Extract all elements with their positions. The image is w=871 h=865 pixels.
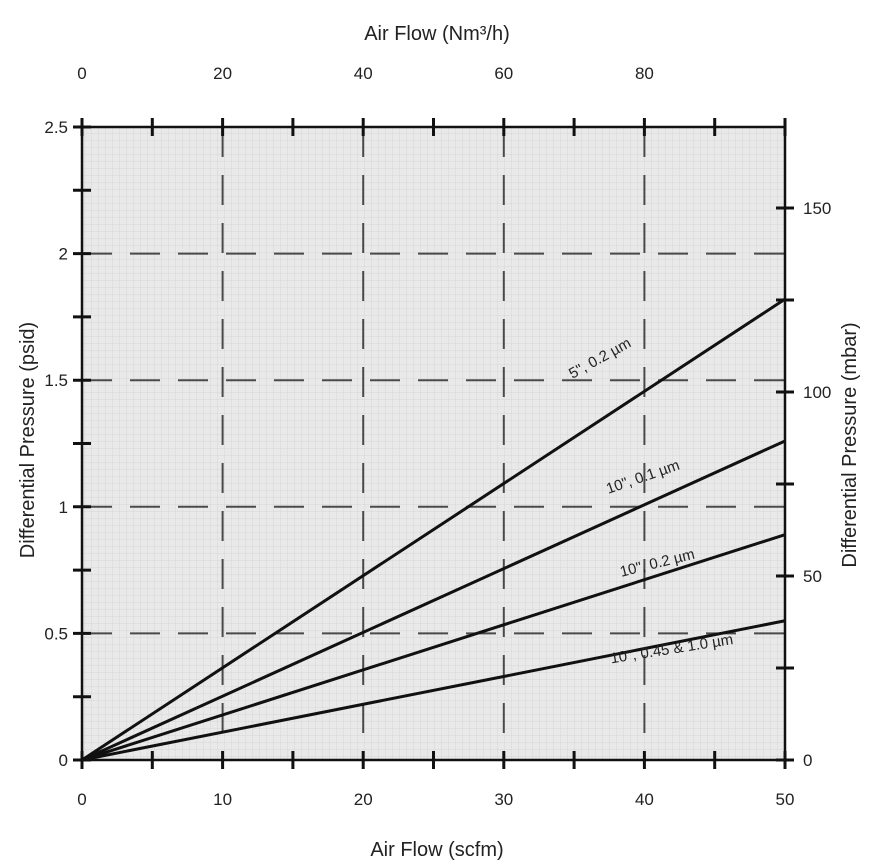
top-tick-label: 0: [77, 64, 86, 83]
top-tick-label: 20: [213, 64, 232, 83]
series-line-2: [81, 439, 786, 762]
right-tick-label: 150: [803, 199, 831, 218]
top-axis-title: Air Flow (Nm³/h): [364, 23, 510, 45]
bottom-tick-label: 40: [635, 790, 654, 809]
series-line-4: [81, 619, 786, 762]
series-line-3: [81, 533, 786, 762]
left-axis-title: Differential Pressure (psid): [17, 322, 39, 558]
bottom-axis-title: Air Flow (scfm): [370, 839, 503, 861]
right-axis-title: Differential Pressure (mbar): [839, 322, 861, 567]
plot-area: [82, 127, 785, 760]
left-tick-label: 0.5: [44, 624, 68, 643]
bottom-tick-label: 30: [494, 790, 513, 809]
right-tick-label: 100: [803, 383, 831, 402]
right-tick-label: 50: [803, 567, 822, 586]
bottom-tick-label: 20: [354, 790, 373, 809]
axes: 0 10 20 30 40 50 0 20 40 60 80 0 0.5 1 1.5 2 2.5 0 50 100 15…: [44, 64, 831, 809]
left-tick-label: 2.5: [44, 118, 68, 137]
grid-lines: [82, 127, 785, 760]
bottom-tick-label: 50: [776, 790, 795, 809]
left-tick-label: 2: [59, 245, 68, 264]
bottom-tick-label: 10: [213, 790, 232, 809]
top-tick-label: 60: [494, 64, 513, 83]
left-tick-label: 0: [59, 751, 68, 770]
series-line-1: [81, 297, 786, 762]
left-tick-label: 1: [59, 498, 68, 517]
left-tick-label: 1.5: [44, 371, 68, 390]
right-tick-label: 0: [803, 751, 812, 770]
top-tick-label: 40: [354, 64, 373, 83]
top-tick-label: 80: [635, 64, 654, 83]
bottom-tick-label: 0: [77, 790, 86, 809]
